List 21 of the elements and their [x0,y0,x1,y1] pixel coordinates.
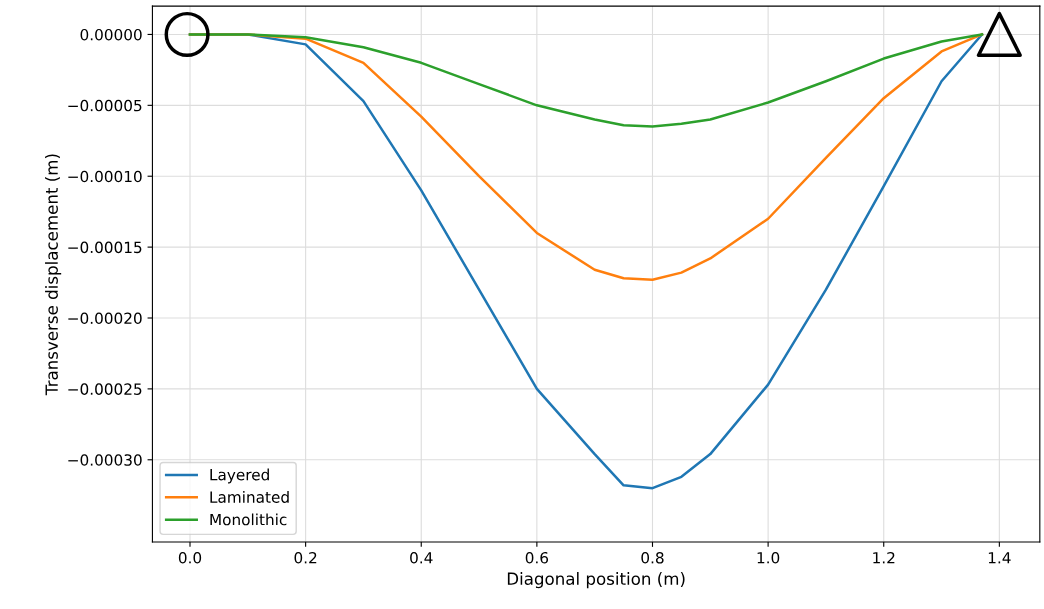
x-tick-label: 0.2 [294,552,317,564]
legend-label: Layered [210,468,269,484]
y-tick-label: −0.00025 [68,383,142,395]
y-axis-title: Transverse displacement (m) [45,154,62,396]
x-tick-label: 0.8 [641,552,664,564]
y-tick-label: −0.00030 [68,454,142,466]
x-axis-title: Diagonal position (m) [507,572,685,589]
x-tick-label: 0.4 [410,552,433,564]
x-tick-label: 1.4 [988,552,1011,564]
y-tick-label: −0.00020 [68,312,142,325]
legend-label: Laminated [210,491,289,503]
x-tick-label: 0.6 [525,552,549,564]
y-tick-label: −0.00010 [68,170,142,183]
x-tick-label: 1.0 [757,552,780,564]
legend-label: Monolithic [210,513,287,526]
line-series [188,33,984,128]
y-tick-label: −0.00005 [68,99,142,112]
x-tick-label: 1.2 [873,552,895,564]
y-tick-label: 0.00000 [80,28,142,41]
y-tick-label: −0.00015 [68,241,142,254]
x-tick-label: 0.0 [178,552,202,564]
